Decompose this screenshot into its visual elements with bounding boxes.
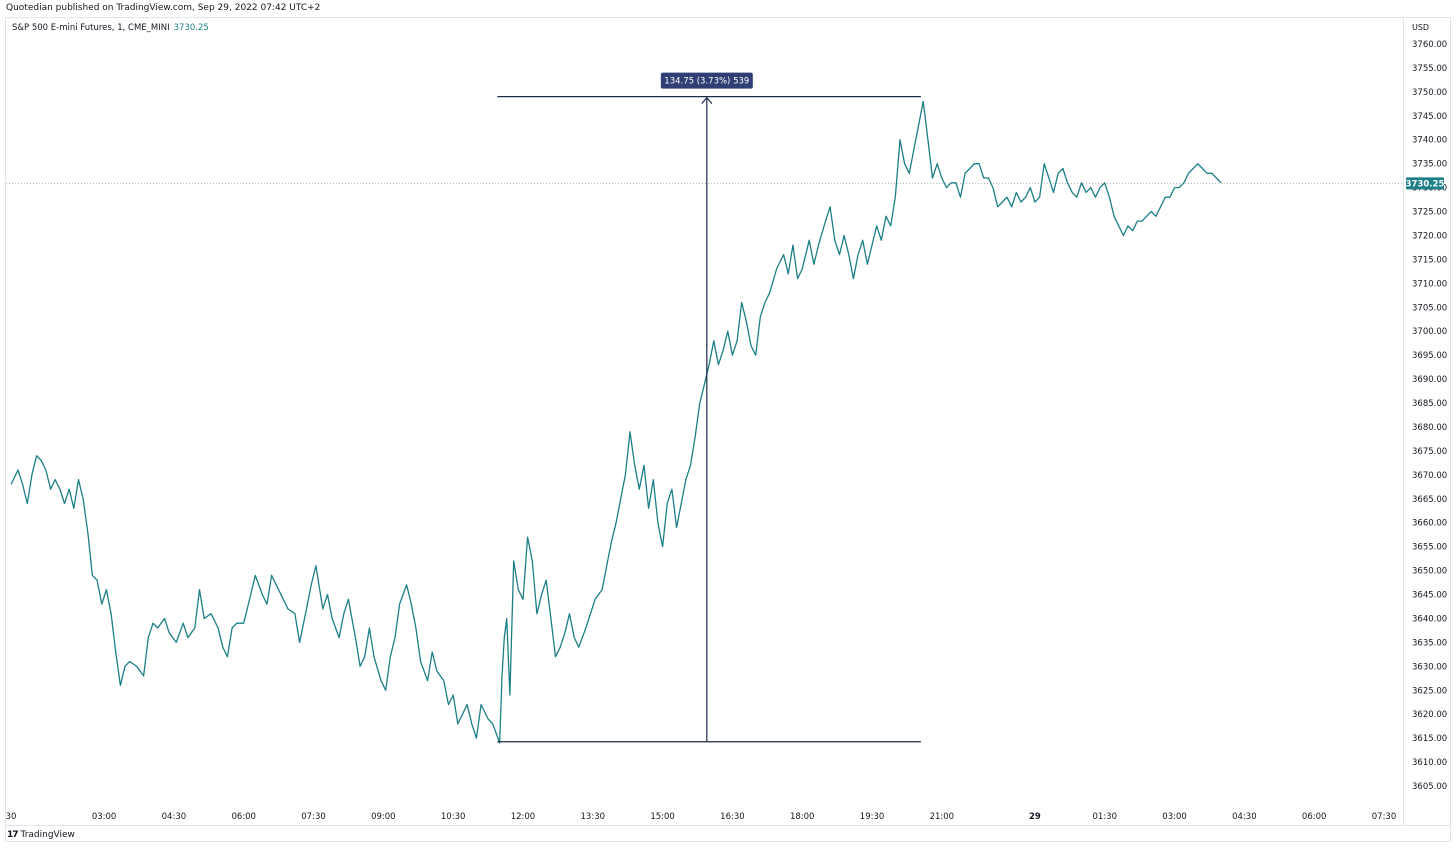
x-tick-label: 06:00 bbox=[231, 812, 256, 822]
x-tick-label: 07:30 bbox=[301, 812, 326, 822]
y-tick-label: 3605.00 bbox=[1412, 782, 1447, 792]
y-tick-label: 3685.00 bbox=[1412, 399, 1447, 409]
y-tick-label: 3680.00 bbox=[1412, 423, 1447, 433]
x-tick-label: 19:30 bbox=[860, 812, 885, 822]
symbol-legend[interactable]: S&P 500 E-mini Futures, 1, CME_MINI 3730.… bbox=[12, 23, 209, 33]
y-tick-label: 3750.00 bbox=[1412, 88, 1447, 98]
price-series-line[interactable] bbox=[10, 100, 1222, 744]
x-tick-label: 04:30 bbox=[1232, 812, 1257, 822]
x-tick-label: 12:00 bbox=[511, 812, 536, 822]
x-tick-label: 21:00 bbox=[930, 812, 955, 822]
x-tick-label: 04:30 bbox=[162, 812, 187, 822]
y-tick-label: 3625.00 bbox=[1412, 686, 1447, 696]
y-tick-label: 3740.00 bbox=[1412, 136, 1447, 146]
x-tick-label: 03:00 bbox=[92, 812, 117, 822]
tradingview-brand: TradingView bbox=[20, 830, 75, 840]
y-tick-label: 3660.00 bbox=[1412, 519, 1447, 529]
measure-label-bg bbox=[660, 72, 753, 89]
y-tick-label: 3695.00 bbox=[1412, 351, 1447, 361]
last-price-tag-bg bbox=[1406, 177, 1444, 190]
y-tick-label: 3620.00 bbox=[1412, 710, 1447, 720]
x-tick-label: 15:00 bbox=[650, 812, 675, 822]
y-tick-label: 3720.00 bbox=[1412, 231, 1447, 241]
x-tick-label: 29 bbox=[1029, 812, 1041, 822]
x-tick-label: 16:30 bbox=[720, 812, 745, 822]
y-tick-label: 3675.00 bbox=[1412, 447, 1447, 457]
x-tick-label: 09:00 bbox=[371, 812, 396, 822]
y-tick-label: 3705.00 bbox=[1412, 303, 1447, 313]
y-tick-label: 3715.00 bbox=[1412, 255, 1447, 265]
tradingview-logo-icon: 17 bbox=[7, 830, 18, 840]
y-tick-label: 3710.00 bbox=[1412, 279, 1447, 289]
y-tick-label: 3670.00 bbox=[1412, 471, 1447, 481]
y-tick-label: 3735.00 bbox=[1412, 160, 1447, 170]
measure-label: 134.75 (3.73%) 539 bbox=[664, 77, 749, 87]
currency-label: USD bbox=[1412, 23, 1429, 32]
y-tick-label: 3725.00 bbox=[1412, 208, 1447, 218]
measure-arrow-head bbox=[701, 96, 713, 105]
last-price-tag: 3730.25 bbox=[1406, 179, 1445, 189]
x-tick-label: 18:00 bbox=[790, 812, 815, 822]
y-tick-label: 3635.00 bbox=[1412, 638, 1447, 648]
x-tick-label: 03:00 bbox=[1162, 812, 1187, 822]
y-tick-label: 3645.00 bbox=[1412, 591, 1447, 601]
x-tick-label: 07:30 bbox=[1372, 812, 1397, 822]
y-tick-label: 3615.00 bbox=[1412, 734, 1447, 744]
y-tick-label: 3755.00 bbox=[1412, 64, 1447, 74]
y-tick-label: 3690.00 bbox=[1412, 375, 1447, 385]
symbol-last-price: 3730.25 bbox=[173, 23, 209, 33]
x-tick-label: 13:30 bbox=[581, 812, 606, 822]
y-tick-label: 3760.00 bbox=[1412, 40, 1447, 50]
x-tick-label: 01:30 bbox=[1092, 812, 1117, 822]
x-tick-label: 06:00 bbox=[1302, 812, 1327, 822]
y-tick-label: 3650.00 bbox=[1412, 567, 1447, 577]
y-tick-label: 3745.00 bbox=[1412, 112, 1447, 122]
y-tick-label: 3640.00 bbox=[1412, 614, 1447, 624]
y-tick-label: 3655.00 bbox=[1412, 543, 1447, 553]
symbol-title: S&P 500 E-mini Futures, 1, CME_MINI bbox=[12, 23, 170, 33]
y-tick-label: 3665.00 bbox=[1412, 495, 1447, 505]
tradingview-logo[interactable]: 17 TradingView bbox=[7, 830, 75, 840]
x-tick-label: 10:30 bbox=[441, 812, 466, 822]
x-tick-label: 30 bbox=[6, 812, 17, 822]
y-tick-label: 3700.00 bbox=[1412, 327, 1447, 337]
chart-frame[interactable] bbox=[5, 17, 1451, 842]
publish-info: Quotedian published on TradingView.com, … bbox=[6, 3, 321, 13]
y-tick-label: 3610.00 bbox=[1412, 758, 1447, 768]
y-tick-label: 3630.00 bbox=[1412, 662, 1447, 672]
